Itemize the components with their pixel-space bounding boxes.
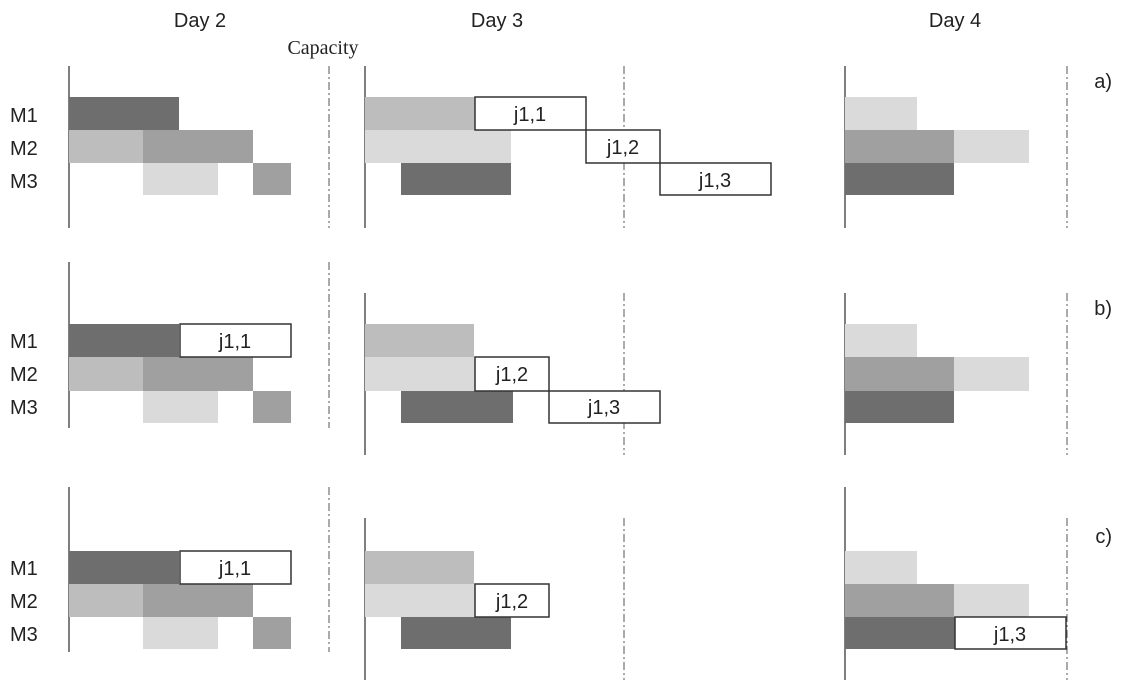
- scheduled-block: [401, 617, 511, 649]
- scheduled-block: [845, 551, 917, 584]
- job-label: j1,3: [993, 624, 1026, 646]
- scheduled-block: [69, 324, 179, 357]
- job-box: [548, 390, 661, 424]
- scheduled-block: [365, 97, 475, 130]
- scheduled-block: [845, 324, 917, 357]
- scheduled-block: [954, 357, 1029, 391]
- panel-b: b) M1 M2 M3 j1,1 j1,2 j1,3: [10, 262, 1112, 455]
- scheduled-block: [365, 357, 475, 391]
- scheduled-block: [845, 391, 954, 423]
- scheduled-block: [143, 584, 253, 617]
- header-day-2: Day 2: [174, 10, 226, 32]
- scheduled-block: [143, 357, 253, 391]
- machine-label-m3: M3: [10, 397, 38, 419]
- job-box: [474, 583, 550, 618]
- scheduled-block: [69, 97, 179, 130]
- scheduled-block: [954, 130, 1029, 163]
- machine-label-m2: M2: [10, 364, 38, 386]
- job-box: [585, 129, 661, 164]
- machine-label-m2: M2: [10, 138, 38, 160]
- scheduled-block: [365, 324, 474, 357]
- job-label: j1,1: [218, 331, 251, 353]
- job-label: j1,3: [698, 170, 731, 192]
- scheduled-block: [845, 584, 954, 617]
- scheduled-block: [365, 584, 475, 617]
- scheduled-block: [143, 391, 218, 423]
- scheduled-block: [845, 97, 917, 130]
- scheduled-block: [954, 584, 1029, 617]
- job-label: j1,2: [606, 137, 639, 159]
- scheduled-block: [69, 130, 143, 163]
- scheduled-block: [253, 163, 291, 195]
- scheduled-block: [401, 391, 513, 423]
- scheduled-block: [69, 551, 179, 584]
- machine-label-m1: M1: [10, 558, 38, 580]
- scheduled-block: [253, 617, 291, 649]
- job-box: [954, 616, 1067, 650]
- machine-label-m1: M1: [10, 105, 38, 127]
- scheduled-block: [401, 163, 511, 195]
- job-label: j1,1: [513, 104, 546, 126]
- scheduled-block: [143, 163, 218, 195]
- panel-label: b): [1094, 298, 1112, 320]
- header-day-3: Day 3: [471, 10, 523, 32]
- scheduled-block: [69, 584, 143, 617]
- job-box: [179, 550, 292, 585]
- job-box: [474, 96, 587, 131]
- job-box: [179, 323, 292, 358]
- scheduled-block: [143, 617, 218, 649]
- machine-label-m3: M3: [10, 624, 38, 646]
- job-box: [659, 162, 772, 196]
- job-box: [474, 356, 550, 392]
- scheduled-block: [845, 617, 955, 649]
- scheduled-block: [845, 130, 954, 163]
- machine-label-m3: M3: [10, 171, 38, 193]
- job-label: j1,2: [495, 364, 528, 386]
- machine-label-m1: M1: [10, 331, 38, 353]
- scheduled-block: [845, 357, 954, 391]
- job-label: j1,3: [587, 397, 620, 419]
- capacity-label: Capacity: [287, 37, 358, 59]
- panel-a: a) M1 M2 M3 j1,1 j1,2 j1,3: [10, 66, 1112, 228]
- panel-label: a): [1094, 71, 1112, 93]
- scheduled-block: [253, 391, 291, 423]
- panel-c: c) M1 M2 M3 j1,1 j1,2 j1,3: [10, 487, 1112, 680]
- scheduled-block: [69, 357, 143, 391]
- panel-label: c): [1095, 526, 1112, 548]
- scheduled-block: [143, 130, 253, 163]
- scheduled-block: [365, 130, 511, 163]
- header-day-4: Day 4: [929, 10, 981, 32]
- job-label: j1,1: [218, 558, 251, 580]
- machine-label-m2: M2: [10, 591, 38, 613]
- scheduled-block: [845, 163, 954, 195]
- scheduled-block: [365, 551, 474, 584]
- job-label: j1,2: [495, 591, 528, 613]
